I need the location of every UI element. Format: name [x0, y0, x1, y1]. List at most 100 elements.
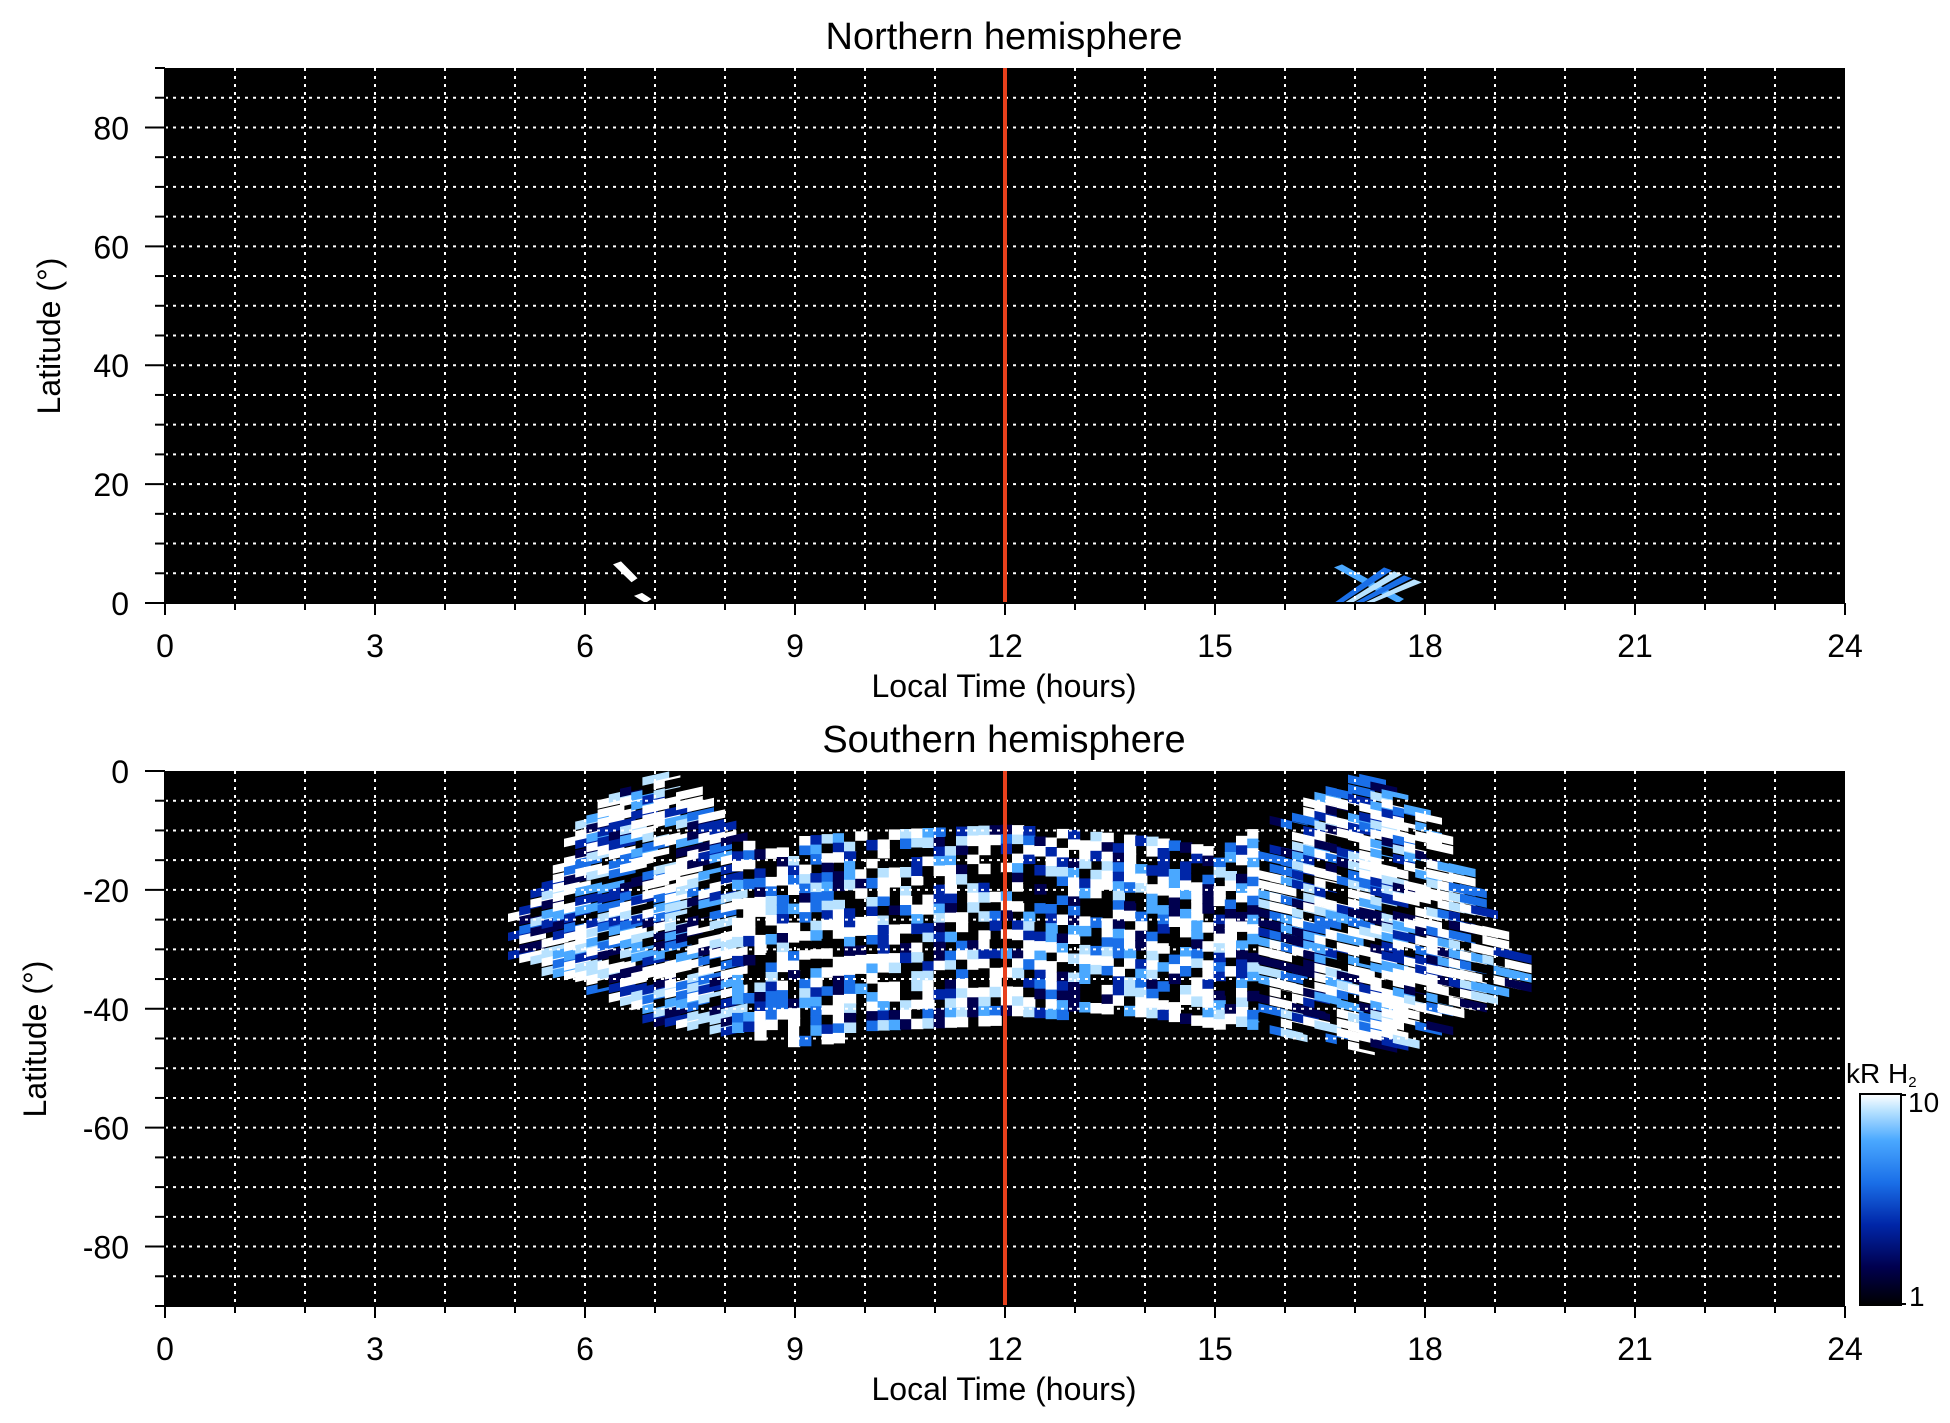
south-emission-cell	[1135, 978, 1148, 989]
south-emission-cell	[1180, 842, 1193, 853]
south-emission-cell	[933, 951, 946, 962]
south-emission-cell	[754, 992, 767, 1003]
south-emission-cell	[1224, 1013, 1237, 1025]
south-emission-cell	[1124, 929, 1137, 941]
south-emission-cell	[900, 933, 913, 945]
south-emission-cell	[1381, 817, 1409, 832]
south-emission-cell	[877, 858, 890, 869]
north-y-axis-label: Latitude (°)	[31, 258, 67, 415]
south-emission-cell	[877, 934, 890, 945]
south-emission-cell	[1168, 916, 1181, 927]
south-emission-cell	[1180, 947, 1193, 958]
south-emission-cell	[1180, 870, 1193, 882]
south-emission-cell	[810, 968, 823, 979]
south-emission-cell	[1090, 955, 1103, 966]
north-emission-streak	[1334, 567, 1392, 603]
south-emission-cell	[1112, 976, 1125, 987]
south-emission-cell	[1045, 904, 1058, 915]
south-emission-cell	[944, 1017, 957, 1028]
south-x-tick-label: 3	[366, 1331, 384, 1367]
south-emission-cell	[1090, 974, 1103, 985]
south-emission-cell	[575, 901, 602, 916]
south-emission-cell	[1056, 895, 1069, 906]
south-emission-cell	[1090, 964, 1103, 976]
south-emission-cell	[732, 1022, 745, 1033]
south-emission-cell	[1045, 847, 1058, 858]
south-emission-cell	[1191, 872, 1204, 884]
south-emission-cell	[933, 827, 946, 838]
south-emission-cell	[1135, 883, 1148, 894]
south-emission-cell	[1247, 895, 1260, 907]
south-emission-cell	[1168, 954, 1181, 966]
south-emission-cell	[743, 926, 756, 937]
south-y-tick-label: -80	[83, 1230, 129, 1266]
south-title: Southern hemisphere	[822, 719, 1185, 761]
south-emission-cell	[1236, 1016, 1249, 1027]
south-emission-cell	[911, 999, 924, 1011]
south-emission-cell	[1504, 977, 1532, 993]
south-emission-cell	[1258, 955, 1286, 970]
south-emission-cell	[1045, 970, 1058, 982]
north-emission-streak	[1364, 579, 1422, 603]
south-emission-cell	[1079, 916, 1092, 927]
south-emission-cell	[821, 986, 834, 997]
south-emission-cell	[687, 931, 714, 946]
south-emission-cell	[732, 993, 745, 1005]
south-emission-cell	[911, 876, 924, 887]
south-emission-cell	[1157, 962, 1170, 973]
south-emission-cell	[1101, 965, 1114, 977]
south-emission-cell	[799, 931, 812, 942]
south-emission-cell	[1012, 920, 1025, 931]
south-emission-cell	[956, 950, 969, 961]
south-emission-cell	[1213, 962, 1226, 973]
south-emission-cell	[866, 973, 879, 984]
north-x-tick-label: 12	[987, 628, 1023, 664]
south-emission-cell	[911, 866, 924, 877]
south-emission-cell	[888, 953, 901, 964]
south-emission-cell	[776, 895, 789, 906]
south-emission-cell	[922, 1018, 935, 1029]
south-emission-cell	[664, 784, 692, 799]
south-emission-cell	[844, 832, 857, 843]
south-emission-cell	[788, 979, 801, 991]
south-emission-cell	[933, 932, 946, 943]
south-emission-cell	[687, 797, 714, 813]
south-emission-cell	[989, 958, 1002, 969]
south-emission-cell	[608, 817, 636, 832]
south-emission-cell	[821, 938, 834, 950]
south-emission-cell	[1191, 920, 1204, 931]
south-emission-cell	[1381, 1017, 1409, 1032]
south-emission-cell	[810, 1006, 823, 1017]
south-emission-cell	[1146, 1007, 1159, 1019]
south-emission-cell	[1236, 835, 1249, 847]
south-emission-cell	[1426, 868, 1454, 884]
south-emission-cell	[1056, 828, 1069, 840]
north-x-tick-label: 24	[1827, 628, 1863, 664]
south-emission-cell	[855, 926, 868, 937]
south-emission-cell	[866, 925, 879, 936]
south-emission-cell	[1180, 861, 1193, 872]
south-emission-cell	[653, 794, 681, 809]
south-emission-cell	[1157, 924, 1170, 935]
north-title: Northern hemisphere	[826, 16, 1183, 58]
south-emission-cell	[900, 895, 913, 906]
south-emission-cell	[944, 903, 957, 914]
south-emission-cell	[754, 868, 767, 879]
south-emission-cell	[1202, 1007, 1215, 1019]
south-emission-cell	[832, 833, 845, 844]
south-emission-cell	[810, 882, 823, 894]
south-emission-cell	[888, 934, 901, 945]
south-emission-cell	[1068, 972, 1081, 983]
south-emission-cell	[776, 857, 789, 868]
south-emission-cell	[855, 907, 868, 918]
south-emission-cell	[1247, 886, 1260, 897]
south-emission-cell	[776, 980, 789, 992]
south-emission-cell	[911, 952, 924, 963]
south-x-tick-label: 24	[1827, 1331, 1863, 1367]
south-emission-cell	[1124, 939, 1137, 950]
south-emission-cell	[1101, 861, 1114, 872]
south-emission-cell	[1168, 888, 1181, 899]
south-emission-cell	[754, 887, 767, 898]
north-y-tick-label: 40	[93, 348, 129, 384]
south-emission-cell	[844, 1003, 857, 1014]
